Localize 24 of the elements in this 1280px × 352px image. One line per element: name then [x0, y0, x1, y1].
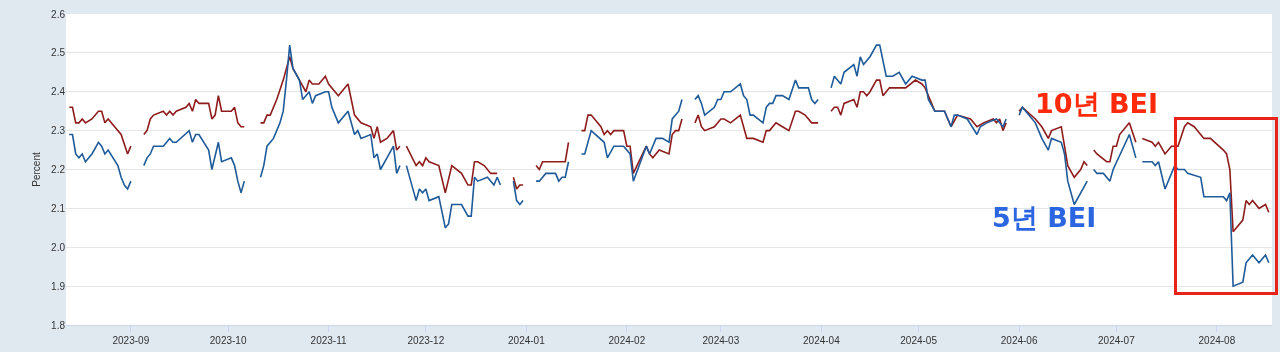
x-tick-label: 2024-01	[508, 335, 546, 346]
y-tick-label: 1.9	[51, 280, 66, 292]
x-tick-label: 2024-02	[608, 335, 646, 346]
x-tick-label: 2024-03	[702, 335, 740, 346]
x-tick-label: 2023-11	[310, 335, 348, 346]
y-tick-label: 2.4	[51, 86, 66, 98]
y-tick-label: 2.0	[51, 241, 66, 253]
x-tick-label: 2024-05	[900, 335, 938, 346]
y-tick-label: 2.6	[51, 8, 66, 20]
x-tick-label: 2023-12	[407, 335, 445, 346]
y-tick-label: 2.3	[51, 125, 66, 137]
y-tick-label: 2.2	[51, 164, 66, 175]
y-axis-title: Percent	[31, 152, 43, 187]
y-tick-label: 1.8	[51, 319, 66, 331]
series-label: 5년 BEI	[992, 202, 1097, 233]
series-label: 10년 BEI	[1035, 88, 1159, 119]
x-tick-label: 2024-08	[1198, 335, 1236, 346]
x-tick-label: 2024-04	[803, 335, 841, 346]
x-tick-label: 2023-09	[112, 335, 150, 346]
x-tick-label: 2024-06	[1000, 335, 1038, 346]
x-tick-label: 2023-10	[209, 335, 247, 346]
x-tick-label: 2024-07	[1098, 335, 1136, 346]
y-tick-label: 2.1	[51, 202, 66, 214]
y-tick-label: 2.5	[51, 47, 66, 59]
